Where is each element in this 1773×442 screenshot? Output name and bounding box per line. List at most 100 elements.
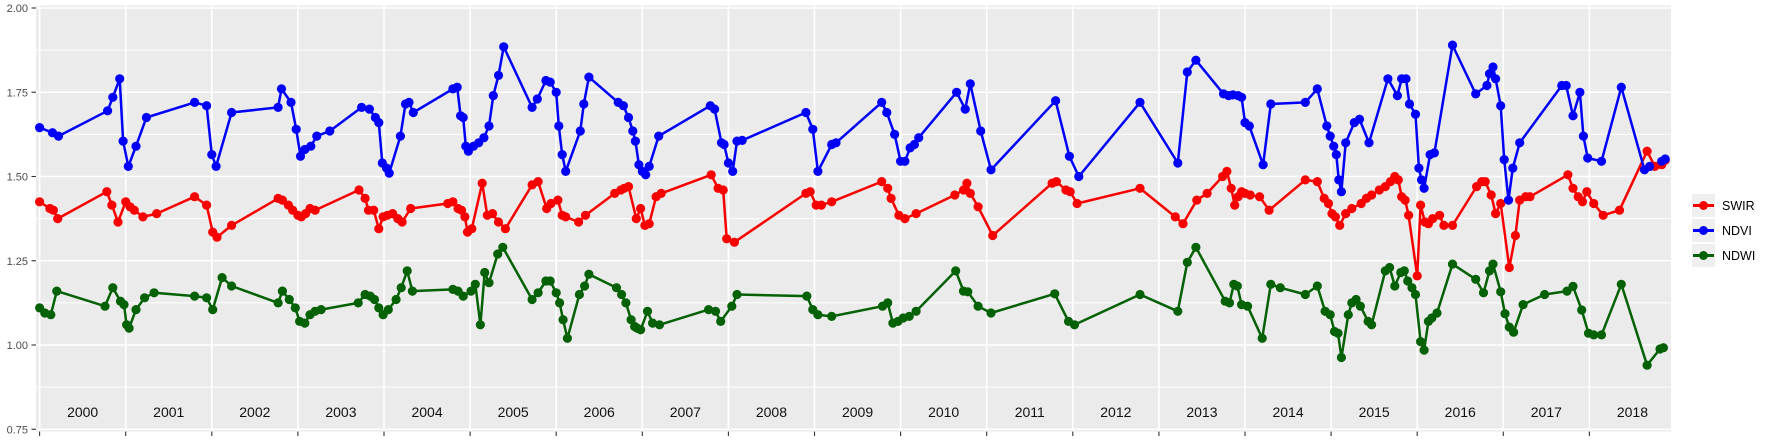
ndwi-data-point xyxy=(1351,294,1361,305)
swir-data-point xyxy=(212,232,222,242)
ndvi-data-point xyxy=(207,150,217,160)
ndvi-data-point xyxy=(488,91,498,101)
ndvi-data-point xyxy=(1660,154,1670,164)
ndvi-data-point xyxy=(384,168,394,178)
swir-data-point xyxy=(354,185,364,195)
ndwi-data-point xyxy=(1312,281,1322,291)
swir-data-point xyxy=(448,197,458,207)
swir-data-point xyxy=(1480,177,1490,187)
swir-data-point xyxy=(1439,220,1449,230)
ndwi-data-point xyxy=(1410,289,1421,300)
ndvi-data-point xyxy=(1064,151,1074,161)
x-year-label: 2000 xyxy=(67,404,98,420)
swir-data-point xyxy=(487,209,498,219)
ndvi-data-point xyxy=(1471,89,1481,99)
ndwi-data-point xyxy=(1182,257,1192,267)
ndwi-data-point xyxy=(46,310,56,320)
ndvi-data-point xyxy=(1616,82,1626,92)
legend-dot-ndvi-icon xyxy=(1699,226,1708,235)
ndvi-data-point xyxy=(404,97,414,107)
ndwi-data-point xyxy=(1135,289,1145,300)
ndvi-data-point xyxy=(1447,40,1458,50)
legend-entry-ndvi: NDVI xyxy=(1692,219,1755,242)
swir-data-point xyxy=(190,192,200,202)
ndvi-data-point xyxy=(575,126,585,136)
ndwi-data-point xyxy=(648,318,658,328)
ndvi-data-point xyxy=(952,87,962,97)
swir-data-point xyxy=(1222,166,1232,176)
swir-data-point xyxy=(467,224,477,234)
ndvi-data-point xyxy=(276,84,287,94)
swir-data-point xyxy=(1202,188,1212,198)
ndwi-data-point xyxy=(1471,274,1481,284)
ndvi-data-point xyxy=(395,131,405,141)
swir-data-point xyxy=(1582,187,1592,197)
swir-data-point xyxy=(1400,195,1410,205)
ndvi-data-point xyxy=(1322,121,1332,131)
ndvi-data-point xyxy=(1364,138,1374,148)
ndvi-data-point xyxy=(986,165,996,175)
ndwi-data-point xyxy=(1191,242,1201,252)
swir-data-point xyxy=(631,214,641,224)
ndvi-data-point xyxy=(710,104,720,114)
swir-data-point xyxy=(369,205,379,215)
ndwi-data-point xyxy=(636,325,646,335)
ndvi-data-point xyxy=(1596,156,1607,166)
ndwi-data-point xyxy=(555,298,565,308)
ndvi-data-point xyxy=(960,104,970,114)
ndwi-data-point xyxy=(1577,305,1587,315)
swir-data-point xyxy=(1598,210,1608,220)
swir-data-point xyxy=(1300,175,1310,185)
swir-data-point xyxy=(1312,177,1322,187)
swir-data-point xyxy=(805,187,815,197)
ndwi-data-point xyxy=(391,294,401,305)
ndwi-data-point xyxy=(710,306,721,316)
ndwi-data-point xyxy=(1333,328,1343,338)
gridlines-minor xyxy=(36,49,1671,388)
ndvi-data-point xyxy=(1383,74,1393,84)
ndwi-data-point xyxy=(1266,279,1276,289)
swir-data-point xyxy=(816,200,827,210)
swir-data-point xyxy=(1504,262,1514,273)
swir-data-point xyxy=(1412,271,1422,281)
ndwi-data-point xyxy=(1518,300,1528,310)
x-year-label: 2018 xyxy=(1617,404,1648,420)
ndwi-data-point xyxy=(883,298,893,308)
ndwi-data-point xyxy=(396,283,406,293)
ndvi-data-point xyxy=(557,150,567,160)
ndvi-data-point xyxy=(408,107,418,118)
swir-data-point xyxy=(1330,212,1340,222)
ndvi-data-point xyxy=(1575,87,1585,97)
ndwi-data-point xyxy=(827,311,837,321)
swir-data-point xyxy=(574,217,584,227)
series-points xyxy=(35,40,1670,370)
legend-label-ndwi: NDWI xyxy=(1722,248,1756,263)
ndvi-data-point xyxy=(1401,74,1411,84)
ndwi-data-point xyxy=(545,276,555,286)
ndvi-data-point xyxy=(131,141,141,151)
ndvi-data-point xyxy=(618,101,629,111)
ndwi-data-point xyxy=(1658,343,1668,353)
swir-data-point xyxy=(1642,146,1652,156)
ndvi-data-point xyxy=(831,138,841,148)
ndvi-data-point xyxy=(115,74,125,84)
ndwi-data-point xyxy=(52,286,62,296)
swir-data-point xyxy=(958,185,969,195)
ndvi-data-point xyxy=(1568,111,1578,121)
ndvi-data-point xyxy=(1191,55,1201,65)
ndvi-data-point xyxy=(123,161,133,171)
ndvi-data-point xyxy=(532,94,542,104)
swir-data-point xyxy=(911,209,921,219)
ndvi-data-point xyxy=(306,141,316,151)
ndvi-data-point xyxy=(364,104,374,114)
ndvi-data-point xyxy=(452,82,462,92)
ndwi-data-point xyxy=(484,278,494,288)
swir-data-point xyxy=(636,203,646,214)
ndvi-data-point xyxy=(1135,97,1145,107)
ndwi-data-point xyxy=(562,333,573,343)
swir-data-point xyxy=(546,198,556,209)
swir-data-point xyxy=(113,217,123,227)
ndwi-data-point xyxy=(704,305,714,315)
ndvi-data-point xyxy=(1354,114,1365,124)
swir-data-point xyxy=(1568,183,1578,193)
